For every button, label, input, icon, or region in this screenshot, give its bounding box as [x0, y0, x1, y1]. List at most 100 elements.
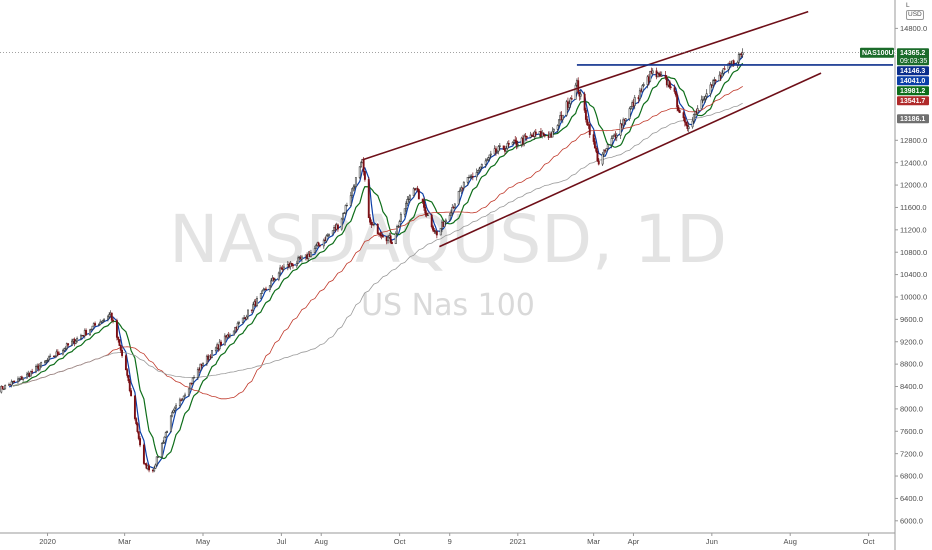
candle-body: [172, 409, 175, 413]
price-label-text: 13186.1: [900, 116, 925, 123]
candle-body: [664, 75, 667, 79]
candle-body: [426, 214, 429, 216]
candle-body: [466, 176, 469, 183]
candle-body: [471, 176, 474, 178]
candle-body: [433, 229, 436, 232]
scale-mode[interactable]: L: [906, 2, 910, 9]
candle-body: [668, 80, 671, 88]
candle-body: [701, 99, 704, 101]
candle-body: [118, 339, 121, 346]
candle-body: [611, 135, 614, 139]
candle-body: [112, 319, 115, 322]
candle-body: [277, 272, 280, 280]
x-tick-label: Mar: [587, 537, 600, 546]
candle-body: [372, 223, 375, 226]
channel-lower[interactable]: [439, 72, 822, 248]
candle-body: [497, 146, 500, 152]
candle-body: [523, 135, 526, 144]
candle-body: [628, 108, 631, 119]
candle-body: [629, 106, 632, 109]
candle-body: [641, 85, 644, 92]
candle-body: [67, 343, 70, 346]
candle-body: [596, 151, 599, 162]
candle-body: [602, 149, 605, 155]
candle-body: [126, 369, 129, 376]
candle-body: [218, 341, 221, 350]
y-tick-label: 11600.0: [900, 203, 927, 212]
candle-body: [245, 316, 248, 320]
candle-body: [487, 157, 490, 161]
candle-body: [136, 423, 139, 432]
candle-body: [615, 135, 618, 138]
candle-body: [74, 340, 77, 344]
candle-body: [462, 181, 465, 189]
candle-body: [480, 164, 483, 168]
candle-body: [274, 278, 276, 281]
candle-body: [175, 405, 177, 409]
x-tick-label: Mar: [118, 537, 131, 546]
x-tick-label: Oct: [394, 537, 407, 546]
candle-body: [199, 363, 202, 371]
candle-body: [88, 329, 91, 336]
candle-body: [649, 71, 652, 82]
candle-body: [444, 219, 447, 222]
candle-body: [47, 356, 50, 361]
y-tick-label: 9200.0: [900, 337, 923, 346]
price-label: [897, 48, 929, 66]
candle-body: [322, 239, 325, 247]
candle-body: [588, 124, 591, 135]
candle-body: [164, 432, 167, 438]
candle-body: [408, 195, 411, 200]
y-tick-label: 8400.0: [900, 382, 923, 391]
candle-body: [343, 212, 346, 214]
candle-body: [624, 118, 627, 121]
candle-body: [135, 418, 138, 424]
channel-upper[interactable]: [362, 10, 809, 161]
candle-body: [551, 130, 554, 138]
candle-body: [90, 328, 93, 331]
x-tick-label: 2020: [39, 537, 56, 546]
candle-body: [10, 381, 13, 386]
candle-body: [595, 147, 598, 152]
candle-body: [714, 79, 717, 82]
x-tick-label: Aug: [315, 537, 328, 546]
candle-body: [309, 252, 312, 257]
candle-body: [169, 415, 172, 432]
candle-body: [124, 355, 127, 370]
candle-body: [62, 350, 64, 355]
candle-body: [416, 187, 419, 190]
scale-settings[interactable]: L USD: [906, 2, 924, 20]
candle-body: [432, 226, 434, 231]
candle-body: [605, 148, 608, 152]
candle-body: [247, 309, 249, 318]
price-label: [897, 96, 929, 106]
candle-body: [723, 68, 726, 70]
price-label-text: 14365.2: [900, 50, 925, 57]
candle-body: [160, 443, 163, 458]
candle-body: [187, 388, 190, 396]
candle-body: [685, 121, 688, 126]
candle-body: [435, 231, 438, 236]
currency-badge[interactable]: USD: [906, 10, 924, 20]
y-tick-label: 12400.0: [900, 158, 927, 167]
candle-body: [119, 345, 122, 351]
y-tick-label: 6800.0: [900, 472, 923, 481]
candle-body: [586, 119, 589, 125]
candle-body: [58, 353, 61, 355]
x-tick-label: 9: [448, 537, 452, 546]
candle-body: [171, 412, 174, 417]
candle-body: [292, 264, 294, 267]
price-label: [897, 66, 929, 76]
trendlines[interactable]: [362, 10, 893, 248]
y-tick-label: 10800.0: [900, 248, 927, 257]
candle-body: [362, 158, 365, 172]
candle-body: [592, 134, 595, 142]
candle-body: [295, 262, 298, 267]
candle-body: [406, 199, 409, 204]
candle-body: [525, 136, 528, 138]
candle-body: [63, 348, 66, 351]
candle-body: [331, 230, 334, 235]
candle-body: [498, 145, 501, 147]
candle-body: [694, 111, 697, 115]
